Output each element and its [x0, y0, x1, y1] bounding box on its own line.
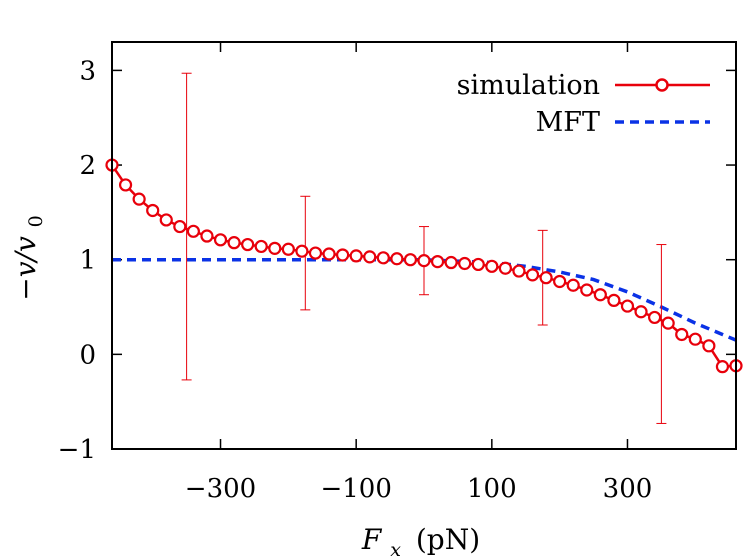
- y-tick-label: −1: [58, 435, 96, 465]
- data-point-simulation: [498, 261, 512, 275]
- data-point-simulation: [254, 239, 268, 254]
- legend-label-simulation: simulation: [457, 70, 600, 101]
- data-point-simulation: [607, 293, 621, 307]
- error-bar: [656, 244, 667, 424]
- data-point-simulation: [580, 283, 594, 297]
- data-point-simulation: [241, 237, 255, 252]
- data-point-simulation: [444, 255, 458, 270]
- data-point-simulation: [661, 316, 675, 330]
- y-tick-label: 1: [79, 246, 96, 276]
- data-point-simulation: [173, 219, 187, 234]
- data-point-simulation: [702, 339, 716, 353]
- data-point-simulation: [159, 213, 173, 227]
- data-point-simulation: [227, 236, 241, 250]
- data-point-simulation: [430, 254, 445, 269]
- x-axis-label-unit: (pN): [416, 523, 480, 556]
- data-point-simulation: [268, 241, 282, 255]
- x-tick-label: −300: [185, 474, 256, 504]
- data-point-simulation: [634, 305, 648, 319]
- y-tick-label: 0: [79, 340, 96, 370]
- data-point-simulation: [688, 332, 702, 346]
- data-point-simulation: [715, 360, 730, 374]
- legend-swatch-simulation-marker: [655, 78, 669, 92]
- data-point-simulation: [186, 224, 200, 238]
- data-point-simulation: [336, 248, 350, 262]
- data-point-simulation: [349, 249, 363, 263]
- data-point-simulation: [308, 246, 323, 260]
- legend-label-mft: MFT: [536, 107, 600, 138]
- data-point-simulation: [213, 233, 228, 247]
- plot-frame: [111, 41, 737, 450]
- data-point-simulation: [525, 268, 540, 282]
- plot-area: [105, 72, 743, 424]
- data-point-simulation: [132, 192, 146, 206]
- data-point-simulation: [539, 271, 553, 285]
- data-point-simulation: [363, 250, 377, 264]
- axis-tick-labels: −300 −100 100 300 −1 0 1 2 3: [58, 56, 653, 504]
- data-point-simulation: [485, 259, 499, 273]
- x-tick-label: 300: [603, 474, 653, 504]
- x-tick-label: 100: [467, 474, 517, 504]
- data-point-simulation: [200, 229, 214, 243]
- data-point-simulation: [146, 203, 160, 218]
- data-point-simulation: [512, 264, 526, 278]
- x-tick-label: −100: [320, 474, 391, 504]
- data-point-simulation: [376, 251, 390, 265]
- x-axis-label: F x (pN): [361, 523, 480, 560]
- data-point-simulation: [322, 247, 336, 261]
- data-point-simulation: [675, 327, 689, 342]
- data-point-simulation: [295, 244, 309, 258]
- data-point-simulation: [566, 278, 580, 292]
- data-point-simulation: [417, 254, 431, 268]
- data-point-simulation: [648, 310, 662, 325]
- x-axis-label-subscript: x: [390, 539, 401, 560]
- y-tick-label: 3: [79, 56, 96, 86]
- y-axis-label-main: −v/v: [9, 236, 42, 301]
- data-point-simulation: [390, 252, 404, 266]
- data-point-simulation: [593, 288, 607, 302]
- data-point-simulation: [118, 178, 133, 192]
- y-axis-label: −v/v 0: [9, 215, 47, 301]
- y-axis-label-subscript: 0: [25, 215, 47, 227]
- data-point-simulation: [281, 242, 295, 256]
- legend-item-simulation: simulation: [457, 70, 710, 101]
- y-tick-label: 2: [79, 151, 96, 181]
- data-point-simulation: [620, 299, 635, 313]
- data-point-simulation: [553, 274, 567, 289]
- data-point-simulation: [458, 256, 472, 271]
- data-point-simulation: [403, 253, 418, 267]
- error-bar: [181, 72, 192, 381]
- x-axis-label-main: F: [361, 523, 383, 556]
- legend: simulation MFT: [457, 70, 710, 138]
- legend-item-mft: MFT: [536, 107, 710, 138]
- data-point-simulation: [471, 257, 485, 272]
